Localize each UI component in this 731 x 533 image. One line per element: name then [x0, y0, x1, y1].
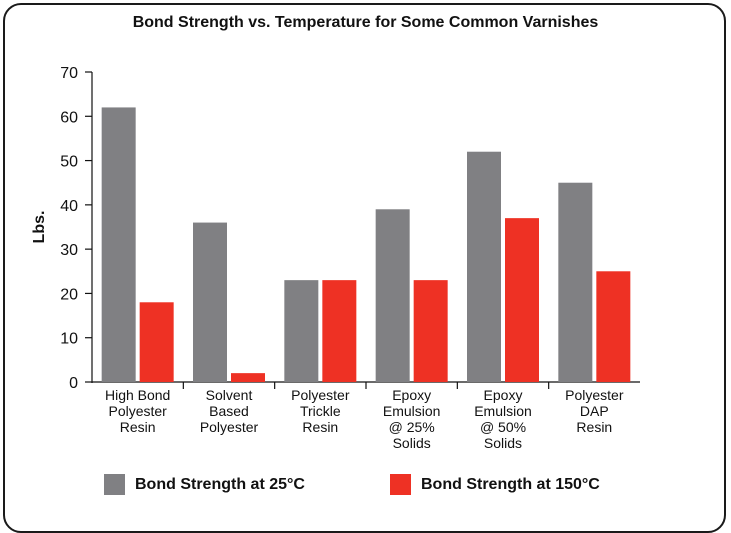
x-category-label-line: Resin: [120, 419, 156, 435]
x-category-label-5: Polyester DAP Resin: [565, 387, 624, 435]
bar-25c-1: [193, 222, 227, 382]
x-category-label-line: @ 25%: [389, 419, 435, 435]
bar-150c-3: [413, 280, 448, 382]
x-category-label-line: Polyester: [565, 387, 624, 403]
x-category-label-line: Polyester: [291, 387, 350, 403]
legend-item-150c: Bond Strength at 150°C: [390, 474, 600, 495]
y-tick-label-70: 70: [60, 65, 78, 82]
x-category-label-1: Solvent Based Polyester: [200, 387, 259, 435]
bar-25c-3: [375, 209, 410, 382]
y-tick-label-60: 60: [60, 109, 78, 126]
bar-25c-0: [101, 107, 136, 382]
bar-25c-2: [284, 280, 319, 382]
x-category-label-0: High Bond Polyester Resin: [105, 387, 170, 435]
x-category-label-line: Emulsion: [474, 403, 532, 419]
x-category-label-line: Trickle: [300, 403, 341, 419]
x-category-label-line: Solids: [393, 435, 431, 451]
bar-25c-5: [558, 182, 593, 382]
x-category-label-line: Resin: [576, 419, 612, 435]
x-category-label-2: Polyester Trickle Resin: [291, 387, 350, 435]
x-category-label-line: DAP: [580, 403, 609, 419]
legend-item-25c: Bond Strength at 25°C: [104, 474, 305, 495]
x-category-label-line: Epoxy: [392, 387, 431, 403]
x-category-label-line: Epoxy: [484, 387, 523, 403]
x-category-label-line: Solids: [484, 435, 522, 451]
legend-swatch-25c: [104, 474, 125, 495]
x-category-label-line: Solvent: [206, 387, 253, 403]
legend-swatch-150c: [390, 474, 411, 495]
x-category-label-4: Epoxy Emulsion @ 50% Solids: [474, 387, 532, 451]
bar-25c-4: [467, 151, 501, 382]
y-axis-label: Lbs.: [31, 211, 48, 244]
y-tick-label-10: 10: [60, 331, 78, 348]
x-category-label-line: Emulsion: [383, 403, 441, 419]
bar-150c-2: [322, 280, 357, 382]
x-category-label-line: Based: [209, 403, 249, 419]
x-category-label-line: High Bond: [105, 387, 170, 403]
chart-title: Bond Strength vs. Temperature for Some C…: [132, 14, 599, 31]
x-category-label-line: Polyester: [200, 419, 259, 435]
y-tick-label-50: 50: [60, 154, 78, 171]
x-category-label-3: Epoxy Emulsion @ 25% Solids: [383, 387, 441, 451]
y-tick-label-0: 0: [69, 375, 78, 392]
legend-label-25c: Bond Strength at 25°C: [135, 475, 305, 493]
bar-150c-0: [139, 302, 174, 382]
x-category-label-line: Polyester: [108, 403, 167, 419]
bar-150c-4: [505, 218, 539, 382]
bar-150c-5: [596, 271, 631, 382]
legend-label-150c: Bond Strength at 150°C: [421, 475, 600, 493]
legend: Bond Strength at 25°C Bond Strength at 1…: [0, 474, 731, 504]
x-category-label-line: Resin: [302, 419, 338, 435]
bar-150c-1: [231, 373, 265, 382]
x-category-label-line: @ 50%: [480, 419, 526, 435]
y-tick-label-20: 20: [60, 286, 78, 303]
y-tick-label-40: 40: [60, 198, 78, 215]
y-tick-label-30: 30: [60, 242, 78, 259]
